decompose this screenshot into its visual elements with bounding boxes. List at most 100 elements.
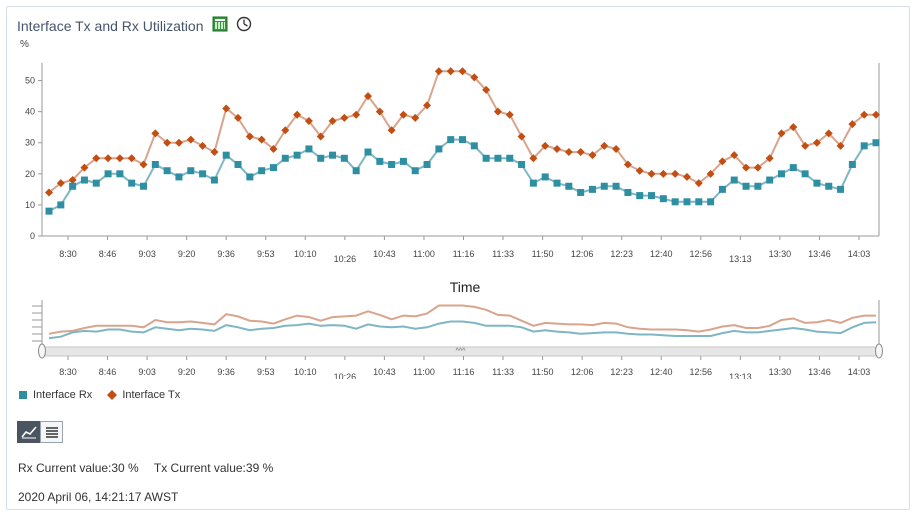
rx-point[interactable] bbox=[210, 176, 218, 184]
rx-point[interactable] bbox=[258, 167, 266, 175]
rx-point[interactable] bbox=[199, 170, 207, 178]
navigator-left-handle[interactable] bbox=[38, 343, 46, 359]
tx-point[interactable] bbox=[363, 92, 372, 101]
tx-point[interactable] bbox=[340, 113, 349, 122]
rx-point[interactable] bbox=[482, 154, 490, 162]
tx-point[interactable] bbox=[198, 141, 207, 150]
tx-point[interactable] bbox=[293, 110, 302, 119]
scrollbar-grip[interactable]: ^^^ bbox=[456, 348, 467, 355]
tx-point[interactable] bbox=[45, 188, 53, 197]
rx-point[interactable] bbox=[340, 154, 348, 162]
tx-point[interactable] bbox=[493, 107, 502, 116]
rx-point[interactable] bbox=[671, 198, 679, 206]
navigator-right-handle[interactable] bbox=[875, 343, 883, 359]
tx-point[interactable] bbox=[682, 172, 691, 181]
rx-point[interactable] bbox=[529, 179, 537, 187]
rx-point[interactable] bbox=[718, 185, 726, 193]
tx-point[interactable] bbox=[304, 116, 313, 125]
tx-point[interactable] bbox=[671, 169, 680, 178]
tx-point[interactable] bbox=[281, 126, 290, 135]
rx-point[interactable] bbox=[151, 160, 159, 168]
rx-point[interactable] bbox=[163, 167, 171, 175]
rx-point[interactable] bbox=[104, 170, 112, 178]
tx-point[interactable] bbox=[234, 113, 243, 122]
tx-point[interactable] bbox=[56, 179, 65, 188]
tx-point[interactable] bbox=[257, 135, 266, 144]
rx-point[interactable] bbox=[388, 160, 396, 168]
rx-point[interactable] bbox=[707, 198, 715, 206]
tx-point[interactable] bbox=[694, 179, 703, 188]
tx-point[interactable] bbox=[824, 129, 833, 138]
list-view-button[interactable] bbox=[40, 421, 63, 443]
clock-icon[interactable] bbox=[236, 16, 252, 37]
tx-point[interactable] bbox=[812, 138, 821, 147]
tx-point[interactable] bbox=[529, 154, 538, 163]
tx-point[interactable] bbox=[375, 107, 384, 116]
tx-point[interactable] bbox=[600, 141, 609, 150]
tx-point[interactable] bbox=[434, 67, 443, 76]
legend-item-rx[interactable]: Interface Rx bbox=[17, 389, 92, 401]
rx-point[interactable] bbox=[352, 167, 360, 175]
tx-point[interactable] bbox=[210, 148, 219, 157]
tx-point[interactable] bbox=[92, 154, 101, 163]
rx-point[interactable] bbox=[766, 176, 774, 184]
rx-point[interactable] bbox=[45, 207, 53, 215]
rx-point[interactable] bbox=[825, 182, 833, 190]
tx-point[interactable] bbox=[718, 157, 727, 166]
rx-point[interactable] bbox=[695, 198, 703, 206]
rx-point[interactable] bbox=[730, 176, 738, 184]
rx-point[interactable] bbox=[411, 167, 419, 175]
rx-point[interactable] bbox=[683, 198, 691, 206]
tx-point[interactable] bbox=[860, 110, 869, 119]
rx-point[interactable] bbox=[459, 136, 466, 144]
tx-point[interactable] bbox=[659, 169, 668, 178]
tx-point[interactable] bbox=[352, 110, 361, 119]
rx-point[interactable] bbox=[624, 188, 632, 196]
rx-point[interactable] bbox=[470, 142, 478, 150]
rx-point[interactable] bbox=[234, 160, 242, 168]
tx-point[interactable] bbox=[517, 132, 526, 141]
rx-point[interactable] bbox=[553, 179, 561, 187]
rx-point[interactable] bbox=[813, 179, 821, 187]
tx-point[interactable] bbox=[706, 169, 715, 178]
tx-point[interactable] bbox=[399, 110, 408, 119]
rx-point[interactable] bbox=[69, 182, 77, 190]
rx-point[interactable] bbox=[116, 170, 124, 178]
tx-point[interactable] bbox=[647, 169, 656, 178]
tx-point[interactable] bbox=[588, 151, 597, 160]
rx-point[interactable] bbox=[92, 179, 100, 187]
tx-point[interactable] bbox=[127, 154, 136, 163]
rx-point[interactable] bbox=[848, 160, 856, 168]
tx-point[interactable] bbox=[742, 163, 751, 172]
tx-point[interactable] bbox=[139, 160, 148, 169]
rx-point[interactable] bbox=[57, 201, 65, 209]
tx-point[interactable] bbox=[576, 148, 585, 157]
tx-point[interactable] bbox=[789, 123, 798, 132]
rx-point[interactable] bbox=[364, 148, 372, 156]
tx-point[interactable] bbox=[541, 141, 550, 150]
tx-point[interactable] bbox=[446, 67, 455, 76]
tx-point[interactable] bbox=[115, 154, 124, 163]
tx-point[interactable] bbox=[765, 154, 774, 163]
rx-point[interactable] bbox=[435, 145, 443, 153]
rx-point[interactable] bbox=[187, 167, 195, 175]
tx-point[interactable] bbox=[423, 101, 432, 110]
rx-point[interactable] bbox=[175, 173, 183, 181]
rx-point[interactable] bbox=[636, 192, 644, 200]
tx-point[interactable] bbox=[623, 160, 632, 169]
tx-point[interactable] bbox=[163, 138, 172, 147]
tx-point[interactable] bbox=[482, 85, 491, 94]
tx-point[interactable] bbox=[174, 138, 183, 147]
tx-point[interactable] bbox=[553, 144, 562, 153]
rx-point[interactable] bbox=[399, 157, 407, 165]
legend-item-tx[interactable]: Interface Tx bbox=[106, 389, 180, 401]
rx-point[interactable] bbox=[600, 182, 608, 190]
tx-point[interactable] bbox=[564, 148, 573, 157]
tx-point[interactable] bbox=[801, 141, 810, 150]
tx-point[interactable] bbox=[777, 129, 786, 138]
tx-point[interactable] bbox=[245, 132, 254, 141]
tx-point[interactable] bbox=[753, 163, 762, 172]
rx-point[interactable] bbox=[269, 164, 277, 172]
tx-point[interactable] bbox=[68, 176, 77, 185]
rx-point[interactable] bbox=[423, 160, 431, 168]
